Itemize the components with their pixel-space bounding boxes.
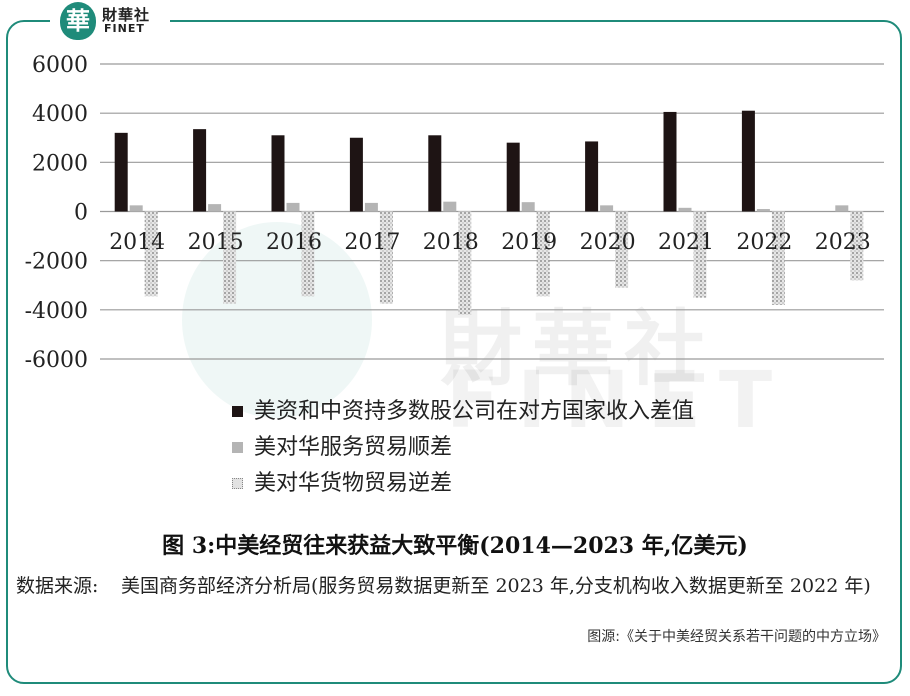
- legend-label: 美资和中资持多数股公司在对方国家收入差值: [254, 399, 695, 424]
- bar-goods-deficit: [301, 211, 315, 297]
- legend-item-goods-deficit: 美对华货物贸易逆差: [232, 466, 694, 502]
- legend-item-services-surplus: 美对华服务贸易顺差: [232, 430, 694, 466]
- logo-english-name: FINET: [104, 22, 145, 35]
- legend-swatch-dark: [232, 406, 243, 417]
- bar-income-diff: [428, 135, 442, 212]
- source-label: 数据来源:: [16, 575, 99, 597]
- card-frame: [6, 20, 902, 684]
- chart-legend: 美资和中资持多数股公司在对方国家收入差值 美对华服务贸易顺差 美对华货物贸易逆差: [232, 394, 694, 502]
- bar-services-surplus: [208, 204, 222, 212]
- legend-label: 美对华货物贸易逆差: [254, 471, 453, 496]
- y-tick-label: -2000: [25, 250, 88, 275]
- bar-income-diff: [193, 129, 207, 212]
- bar-services-surplus: [443, 201, 457, 212]
- x-tick-label: 2015: [188, 230, 244, 255]
- image-credit: 图源:《关于中美经贸关系若干问题的中方立场》: [587, 629, 886, 645]
- logo-chinese-name: 財華社: [102, 6, 151, 24]
- x-tick-label: 2014: [109, 230, 165, 255]
- x-tick-label: 2016: [266, 230, 322, 255]
- bar-goods-deficit: [693, 211, 707, 298]
- bar-services-surplus: [600, 205, 614, 212]
- x-tick-label: 2023: [815, 230, 871, 255]
- bar-income-diff: [663, 111, 677, 212]
- bar-goods-deficit: [379, 211, 393, 304]
- figure-source: 数据来源: 美国商务部经济分析局(服务贸易数据更新至 2023 年,分支机构收入…: [16, 570, 896, 603]
- x-tick-label: 2022: [736, 230, 792, 255]
- bar-goods-deficit: [771, 211, 785, 305]
- bar-goods-deficit: [615, 211, 629, 288]
- x-tick-label: 2017: [344, 230, 400, 255]
- watermark-english: FINET: [446, 356, 791, 446]
- y-tick-label: -6000: [25, 348, 88, 373]
- legend-swatch-gray: [232, 442, 243, 453]
- y-tick-label: -4000: [25, 299, 88, 324]
- x-tick-label: 2020: [580, 230, 636, 255]
- bar-services-surplus: [129, 205, 143, 212]
- watermark-chinese: 財華社: [440, 302, 717, 397]
- bar-income-diff: [271, 135, 285, 212]
- source-text: 美国商务部经济分析局(服务贸易数据更新至 2023 年,分支机构收入数据更新至 …: [121, 575, 871, 597]
- legend-label: 美对华服务贸易顺差: [254, 435, 453, 460]
- bar-income-diff: [114, 132, 128, 212]
- bar-services-surplus: [521, 202, 535, 212]
- bar-goods-deficit: [850, 211, 864, 281]
- bar-services-surplus: [286, 202, 300, 212]
- bar-income-diff: [349, 137, 363, 212]
- bar-income-diff: [506, 142, 520, 212]
- bar-services-surplus: [756, 209, 770, 212]
- y-tick-label: 6000: [32, 53, 88, 78]
- legend-swatch-dotted: [232, 478, 243, 489]
- legend-item-income-diff: 美资和中资持多数股公司在对方国家收入差值: [232, 394, 694, 430]
- bar-goods-deficit: [458, 211, 472, 315]
- watermark-emblem: [182, 222, 372, 418]
- y-tick-label: 0: [74, 201, 88, 226]
- y-tick-label: 2000: [32, 151, 88, 176]
- x-tick-label: 2018: [423, 230, 479, 255]
- finet-logo-icon: 華: [60, 2, 96, 40]
- bar-goods-deficit: [536, 211, 550, 297]
- x-tick-label: 2019: [501, 230, 557, 255]
- y-tick-label: 4000: [32, 102, 88, 127]
- bar-services-surplus: [835, 205, 849, 212]
- figure-title: 图 3:中美经贸往来获益大致平衡(2014—2023 年,亿美元): [162, 533, 748, 559]
- bar-income-diff: [741, 110, 755, 212]
- bar-income-diff: [585, 141, 599, 212]
- bar-services-surplus: [364, 202, 378, 212]
- bar-goods-deficit: [144, 211, 158, 297]
- bar-services-surplus: [678, 207, 692, 212]
- bar-goods-deficit: [223, 211, 237, 304]
- x-tick-label: 2021: [658, 230, 714, 255]
